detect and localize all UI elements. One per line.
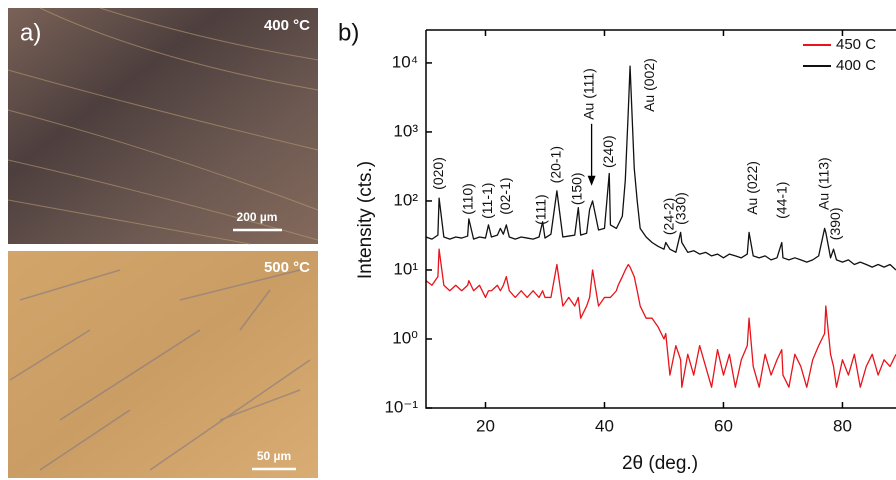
y-tick-label: 10³	[393, 121, 418, 140]
peak-label: (390)	[827, 208, 843, 241]
x-tick-label: 60	[714, 416, 733, 435]
micrograph-500	[8, 251, 318, 478]
scale-label: 200 µm	[237, 210, 278, 224]
peak-label: Au (022)	[744, 161, 760, 215]
panel-label: a)	[20, 19, 41, 46]
x-tick-label: 20	[476, 416, 495, 435]
peak-label: (020)	[430, 157, 446, 190]
series-line	[426, 248, 896, 388]
plot-area	[426, 65, 896, 388]
peak-label: Au (111)	[580, 68, 596, 120]
y-axis-label: Intensity (cts.)	[355, 161, 376, 279]
peak-label: (02-1)	[497, 177, 513, 214]
y-tick-label: 10²	[393, 190, 418, 209]
peak-label: (111)	[533, 194, 549, 225]
y-tick-label: 10⁴	[392, 52, 418, 71]
peak-label: (240)	[600, 135, 616, 168]
peak-arrow-head	[587, 175, 596, 186]
panel-label: b)	[338, 19, 359, 46]
peak-label: (330)	[673, 192, 689, 225]
peak-label: (110)	[460, 183, 476, 215]
y-tick-label: 10⁻¹	[384, 397, 418, 416]
peak-label: (24-2)	[661, 198, 677, 235]
legend-label: 400 C	[836, 57, 876, 74]
peak-label: (20-1)	[548, 146, 564, 183]
x-tick-label: 40	[595, 416, 614, 435]
series-line	[426, 65, 896, 271]
scale-label: 50 µm	[257, 449, 291, 463]
y-tick-label: 10¹	[393, 259, 418, 278]
y-tick-label: 10⁰	[392, 328, 418, 347]
legend-label: 450 C	[836, 36, 876, 53]
micrograph-400	[7, 7, 319, 245]
peak-label: (11-1)	[479, 183, 495, 219]
peak-label: (44-1)	[774, 182, 790, 219]
peak-label: (150)	[568, 172, 584, 205]
x-tick-label: 80	[833, 416, 852, 435]
x-axis-label: 2θ (deg.)	[622, 453, 698, 474]
peak-label: Au (113)	[815, 157, 831, 210]
temperature-label: 500 °C	[264, 259, 310, 276]
temperature-label: 400 °C	[264, 17, 310, 34]
peak-label: Au (002)	[641, 58, 657, 112]
